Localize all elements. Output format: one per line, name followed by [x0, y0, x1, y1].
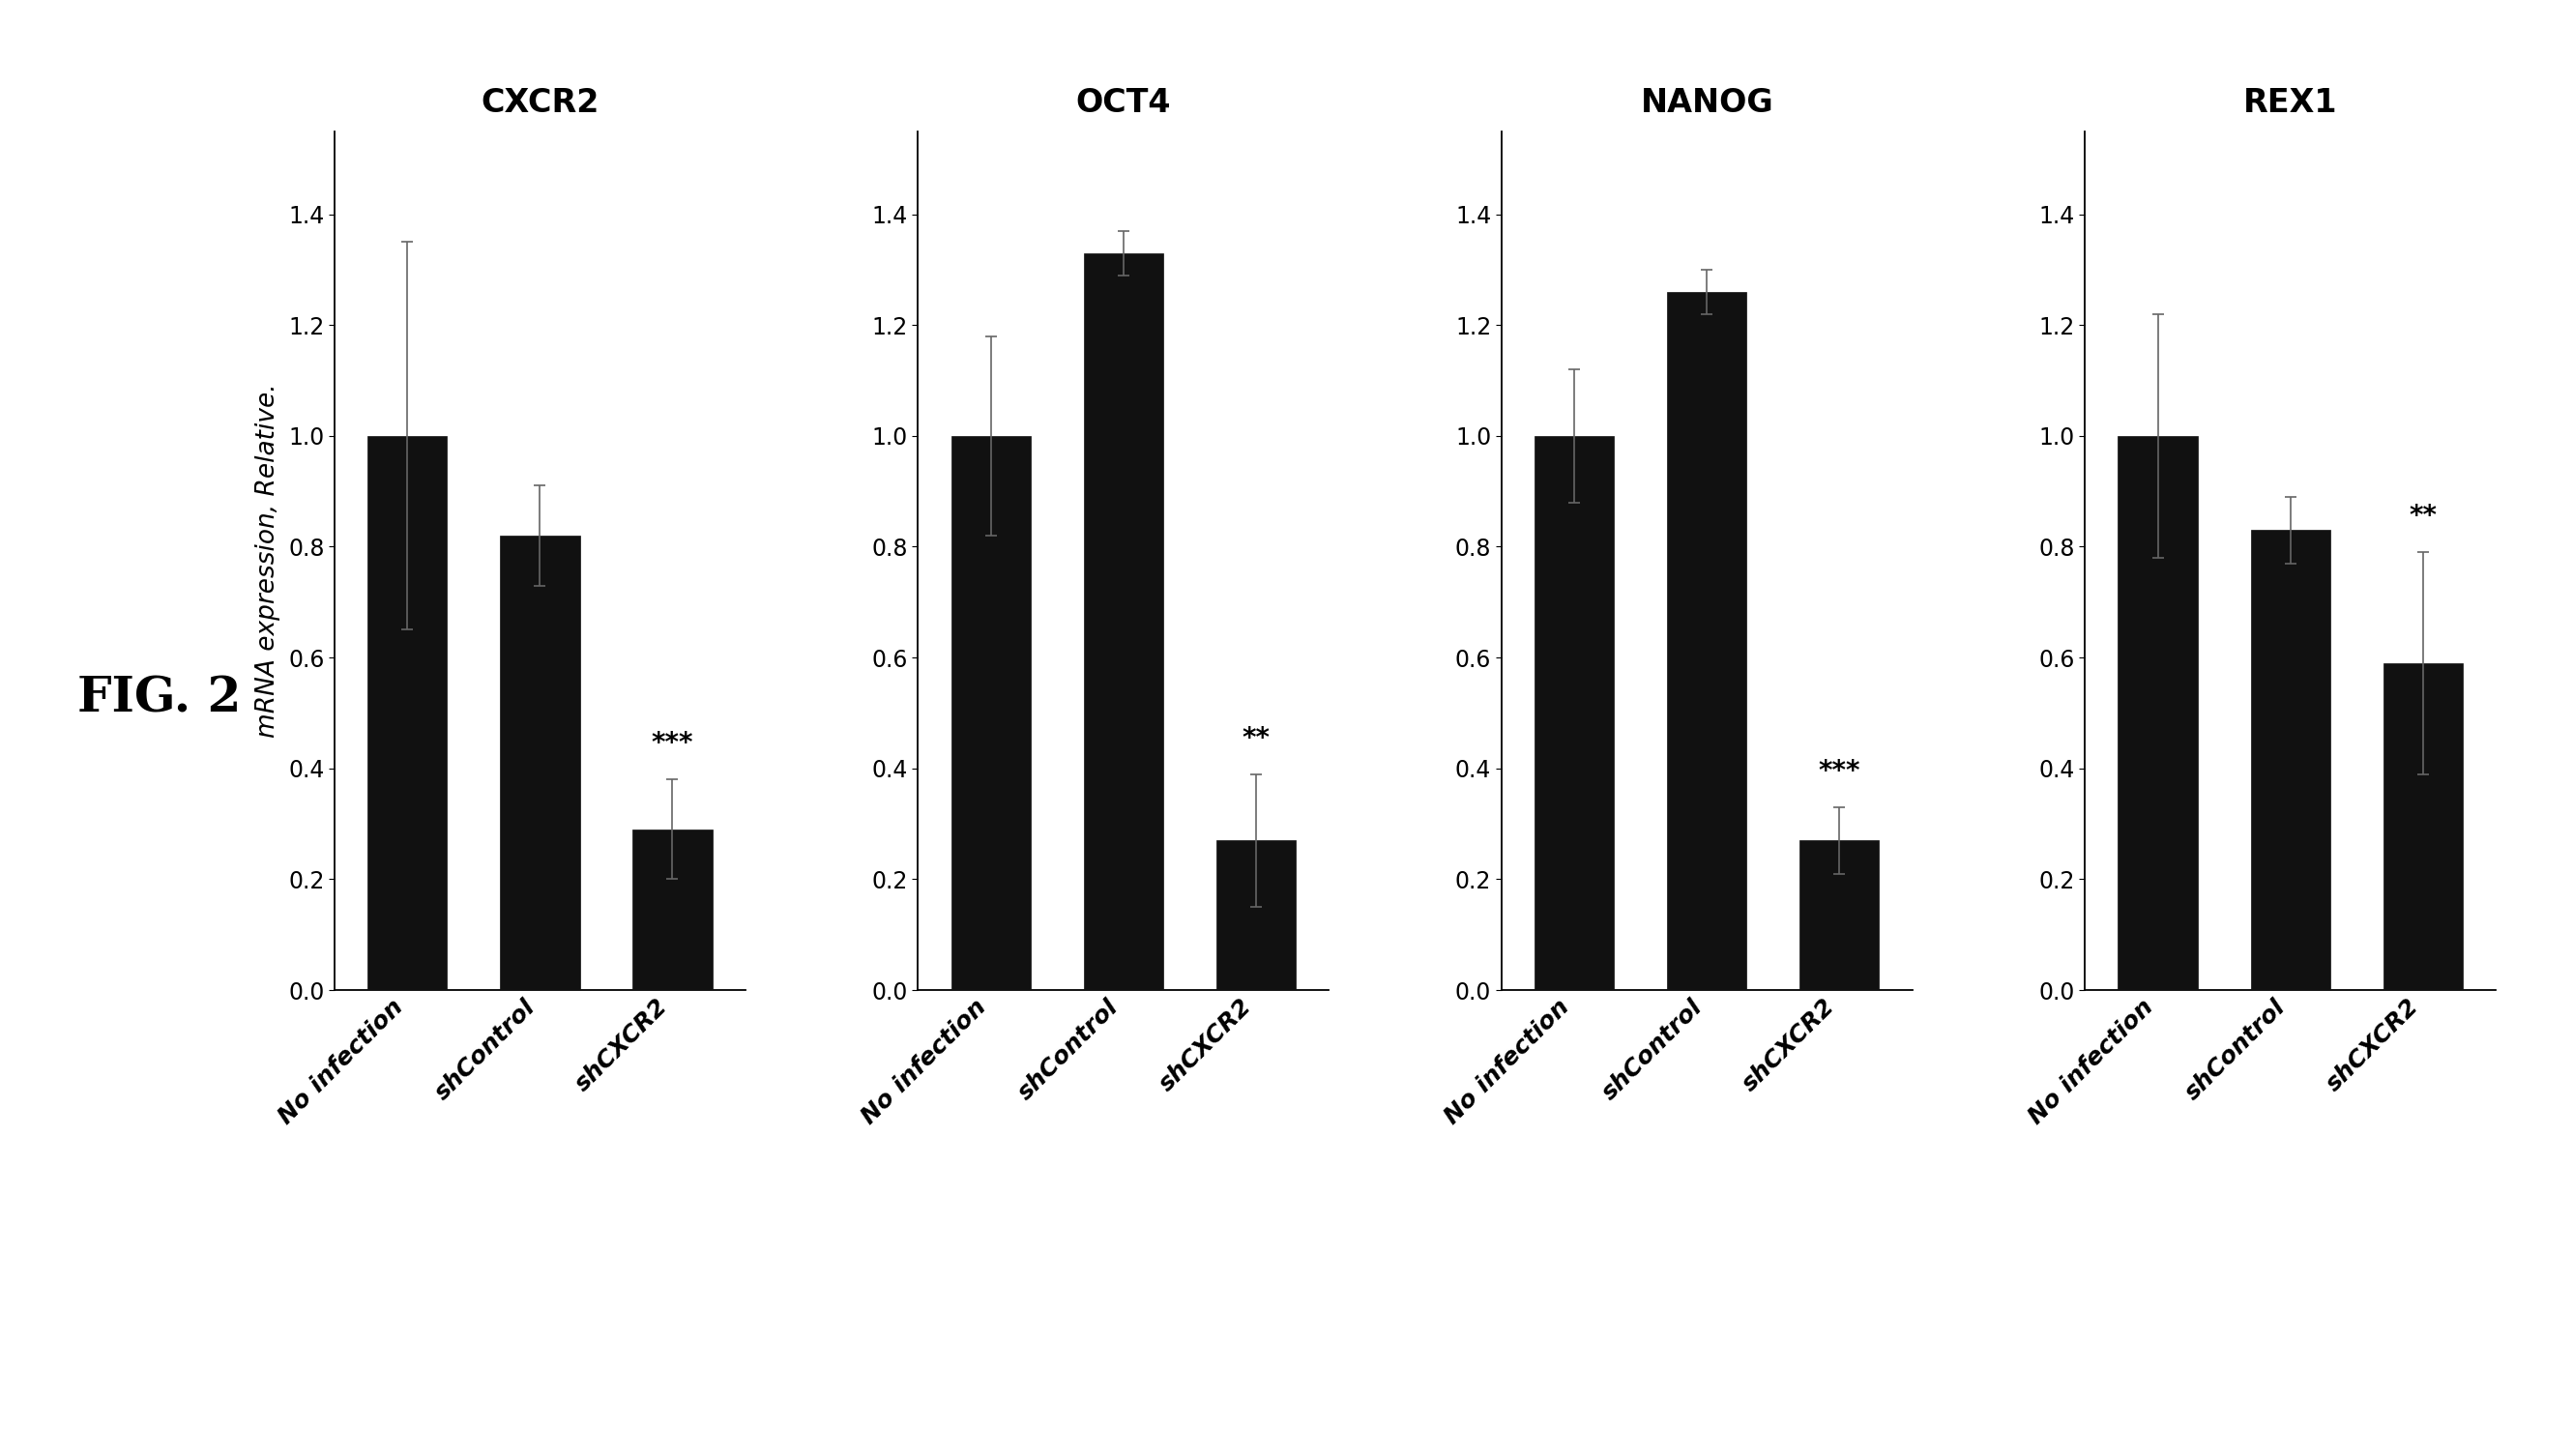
Bar: [1083, 253, 1163, 990]
Bar: [2251, 530, 2331, 990]
Title: REX1: REX1: [2244, 87, 2336, 119]
Bar: [2118, 435, 2197, 990]
Bar: [1667, 291, 1747, 990]
Text: **: **: [2408, 502, 2437, 530]
Bar: [368, 435, 448, 990]
Title: NANOG: NANOG: [1642, 87, 1773, 119]
Bar: [1534, 435, 1613, 990]
Bar: [1217, 840, 1297, 990]
Bar: [952, 435, 1032, 990]
Text: ***: ***: [651, 731, 695, 757]
Bar: [1799, 840, 1878, 990]
Title: CXCR2: CXCR2: [481, 87, 600, 119]
Bar: [633, 830, 713, 990]
Text: FIG. 2: FIG. 2: [77, 676, 242, 722]
Bar: [2383, 662, 2462, 990]
Text: ***: ***: [1819, 759, 1860, 785]
Bar: [499, 536, 579, 990]
Y-axis label: mRNA expression, Relative.: mRNA expression, Relative.: [255, 383, 280, 738]
Title: OCT4: OCT4: [1076, 87, 1171, 119]
Text: **: **: [1243, 725, 1271, 751]
